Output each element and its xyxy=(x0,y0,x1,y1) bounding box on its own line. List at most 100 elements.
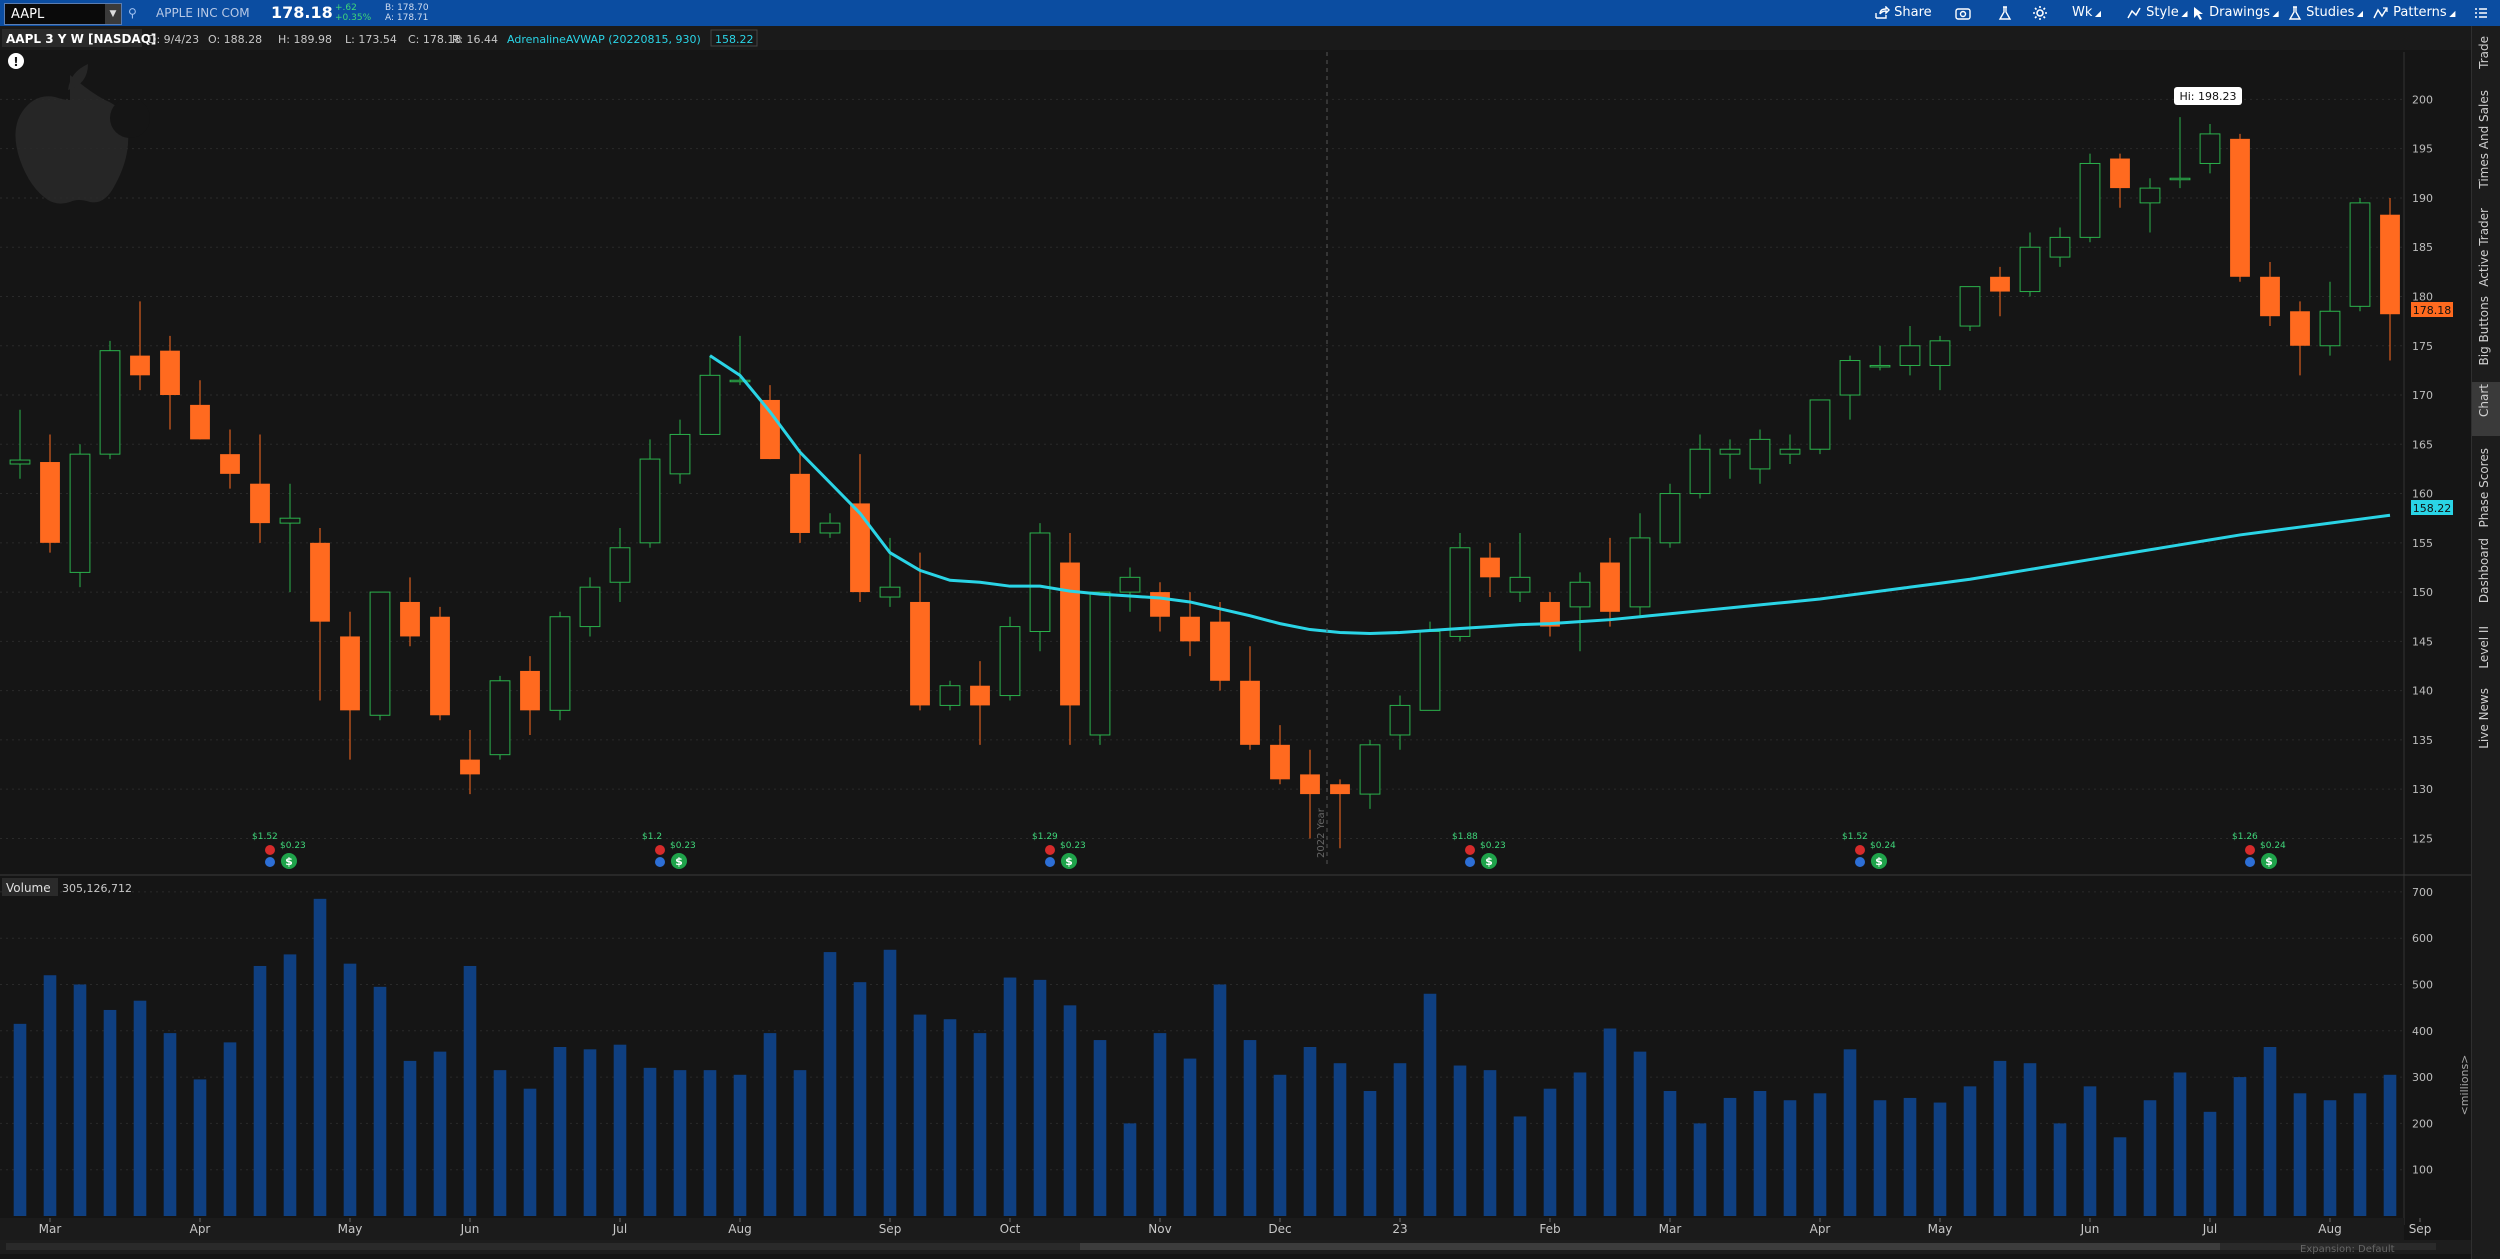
dividend-icon[interactable] xyxy=(1481,853,1497,869)
candle[interactable] xyxy=(190,380,210,440)
candle[interactable] xyxy=(2110,153,2130,208)
candle[interactable] xyxy=(850,454,870,602)
candle[interactable] xyxy=(549,611,571,721)
chart-area[interactable]: AAPL 3 Y W [NASDAQ] D: 9/4/23 O: 188.28 … xyxy=(0,26,2472,1259)
drawings-button[interactable]: Drawings ◢ xyxy=(2191,0,2279,26)
share-button[interactable]: Share xyxy=(1874,0,1932,26)
candle[interactable] xyxy=(2019,232,2041,297)
candle[interactable] xyxy=(1359,739,1381,809)
candle[interactable] xyxy=(1990,266,2010,317)
candle[interactable] xyxy=(1419,621,1441,711)
candle[interactable] xyxy=(1240,646,1260,750)
candle[interactable] xyxy=(2319,281,2341,356)
candle[interactable] xyxy=(40,434,60,553)
info-icon[interactable] xyxy=(1045,857,1055,867)
dividend-icon[interactable] xyxy=(1871,853,1887,869)
event-marker[interactable]: $1.52$0.23 $ xyxy=(252,832,306,869)
rail-tab-times-and-sales[interactable]: Times And Sales xyxy=(2472,88,2500,198)
aggregation-button[interactable]: Wk ◢ xyxy=(2072,5,2102,20)
rail-tab-chart[interactable]: Chart xyxy=(2472,382,2500,436)
candle[interactable] xyxy=(1689,434,1711,499)
chart-canvas[interactable]: AAPL 3 Y W [NASDAQ] D: 9/4/23 O: 188.28 … xyxy=(0,26,2472,1259)
candle[interactable] xyxy=(2139,178,2161,233)
flask-button[interactable] xyxy=(1998,0,2012,26)
candle[interactable] xyxy=(310,528,330,701)
earnings-icon[interactable] xyxy=(1045,845,1055,855)
candle[interactable] xyxy=(69,444,91,588)
candle[interactable] xyxy=(430,606,450,721)
candle[interactable] xyxy=(1629,513,1651,617)
candle[interactable] xyxy=(1330,779,1350,849)
candle[interactable] xyxy=(1749,429,1771,484)
info-icon[interactable] xyxy=(265,857,275,867)
candle[interactable] xyxy=(2169,117,2191,189)
candle[interactable] xyxy=(609,528,631,602)
candle[interactable] xyxy=(2230,133,2250,282)
event-marker[interactable]: $1.52$0.24 $ xyxy=(1842,832,1896,869)
candle[interactable] xyxy=(970,661,990,745)
candle[interactable] xyxy=(1449,532,1471,642)
candle[interactable] xyxy=(460,730,480,795)
link-icon[interactable]: ⚲ xyxy=(128,6,137,20)
rail-tab-level-ii[interactable]: Level II xyxy=(2472,624,2500,678)
alert-icon[interactable] xyxy=(8,53,24,69)
earnings-icon[interactable] xyxy=(2245,845,2255,855)
candle[interactable] xyxy=(1959,286,1981,331)
candle[interactable] xyxy=(1719,439,1741,479)
settings-button[interactable] xyxy=(2032,0,2048,26)
candle[interactable] xyxy=(1389,695,1411,750)
candle[interactable] xyxy=(699,355,721,435)
candle[interactable] xyxy=(400,577,420,647)
candle[interactable] xyxy=(1569,572,1591,652)
rail-tab-live-news[interactable]: Live News xyxy=(2472,686,2500,766)
candle[interactable] xyxy=(910,552,930,711)
candle[interactable] xyxy=(1210,601,1230,691)
candle[interactable] xyxy=(1480,542,1500,598)
symbol-input[interactable] xyxy=(7,4,111,24)
symbol-selector[interactable]: ▼ xyxy=(4,3,122,25)
candle[interactable] xyxy=(939,680,961,711)
candle[interactable] xyxy=(760,385,780,460)
info-icon[interactable] xyxy=(1855,857,1865,867)
candle[interactable] xyxy=(819,513,841,538)
info-icon[interactable] xyxy=(2245,857,2255,867)
candle[interactable] xyxy=(1029,523,1051,652)
patterns-button[interactable]: Patterns ◢ xyxy=(2373,0,2455,26)
candle[interactable] xyxy=(999,616,1021,701)
earnings-icon[interactable] xyxy=(1465,845,1475,855)
rail-tab-trade[interactable]: Trade xyxy=(2472,34,2500,80)
scrollbar-thumb[interactable] xyxy=(1080,1243,2220,1250)
earnings-icon[interactable] xyxy=(655,845,665,855)
screenshot-button[interactable] xyxy=(1955,0,1971,26)
candle[interactable] xyxy=(639,439,661,548)
dividend-icon[interactable] xyxy=(281,853,297,869)
menu-button[interactable] xyxy=(2474,0,2488,26)
candle[interactable] xyxy=(160,335,180,430)
studies-button[interactable]: Studies ◢ xyxy=(2288,0,2363,26)
candle[interactable] xyxy=(879,537,901,607)
event-marker[interactable]: $1.88$0.23 $ xyxy=(1452,832,1506,869)
event-marker[interactable]: $1.26$0.24 $ xyxy=(2232,832,2286,869)
event-marker[interactable]: $1.2 $0.23 $ xyxy=(642,832,696,869)
candle[interactable] xyxy=(2380,197,2400,361)
candle[interactable] xyxy=(1659,483,1681,548)
candle[interactable] xyxy=(2290,301,2310,376)
candle[interactable] xyxy=(340,611,360,760)
candle[interactable] xyxy=(1060,532,1080,745)
candle[interactable] xyxy=(1150,582,1170,632)
candle[interactable] xyxy=(729,335,751,386)
candle[interactable] xyxy=(250,434,270,543)
candle[interactable] xyxy=(520,656,540,735)
candle[interactable] xyxy=(1929,335,1951,391)
dividend-icon[interactable] xyxy=(671,853,687,869)
candle[interactable] xyxy=(1839,355,1861,420)
candle[interactable] xyxy=(1809,399,1831,455)
candle[interactable] xyxy=(1089,591,1111,745)
style-button[interactable]: Style ◢ xyxy=(2126,0,2188,26)
candle[interactable] xyxy=(369,591,391,721)
event-marker[interactable]: $1.29$0.23 $ xyxy=(1032,832,1086,869)
candle[interactable] xyxy=(1779,434,1801,464)
candle[interactable] xyxy=(279,483,301,593)
candle[interactable] xyxy=(2079,153,2101,243)
candle[interactable] xyxy=(2049,227,2071,267)
